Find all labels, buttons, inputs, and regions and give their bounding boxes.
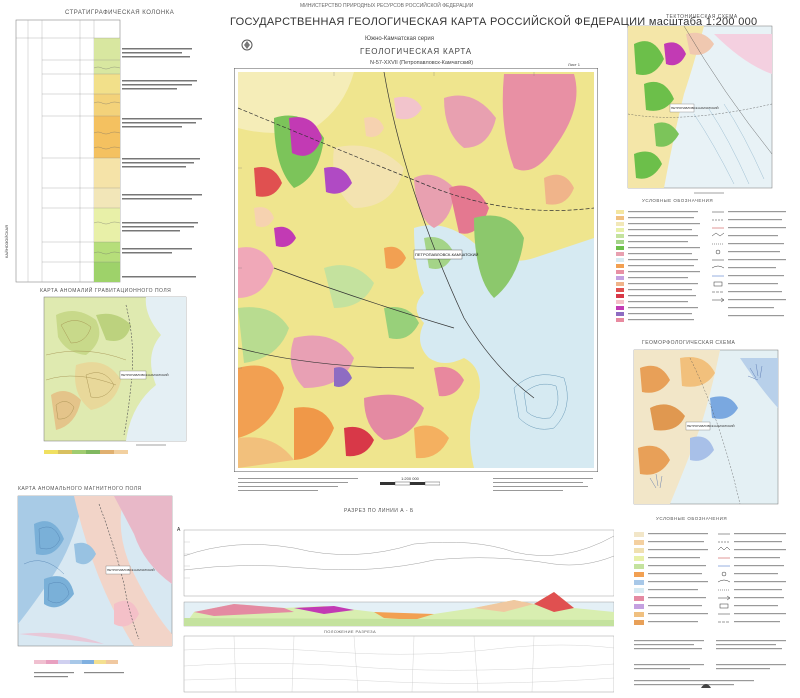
tectonic-scheme-panel: ТЕКТОНИЧЕСКАЯ СХЕМА ПЕТРОПАВЛОВСК-КАМЧАТ…	[624, 14, 774, 199]
era-label: КАЙНОЗОЙСКАЯ	[4, 224, 9, 258]
sheet-code: N-57-XXVII (Петропавловск-Камчатский)	[370, 60, 474, 66]
legend-title: УСЛОВНЫЕ ОБОЗНАЧЕНИЯ	[642, 198, 714, 203]
geomorph-scheme-title: ГЕОМОРФОЛОГИЧЕСКАЯ СХЕМА	[642, 340, 736, 346]
section-mark-a: А	[177, 527, 181, 533]
magnetic-map-title: КАРТА АНОМАЛЬНОГО МАГНИТНОГО ПОЛЯ	[18, 486, 142, 492]
gravity-map-panel: КАРТА АНОМАЛИЙ ГРАВИТАЦИОННОГО ПОЛЯ ПЕТР…	[36, 285, 188, 470]
main-map-scale-bar: 1:200 000	[380, 476, 440, 487]
magnetic-map-city-label: ПЕТРОПАВЛОВСК-КАМЧАТСКИЙ	[107, 568, 155, 572]
section-position-label: ПОЛОЖЕНИЕ РАЗРЕЗА	[324, 629, 377, 634]
gravity-map-city-label: ПЕТРОПАВЛОВСК-КАМЧАТСКИЙ	[121, 373, 169, 377]
legend-panel: УСЛОВНЫЕ ОБОЗНАЧЕНИЯ	[612, 198, 792, 338]
geomorph-city-label: ПЕТРОПАВЛОВСК-КАМЧАТСКИЙ	[687, 424, 735, 428]
magenta-zone	[289, 117, 322, 156]
page-title: ГОСУДАРСТВЕННАЯ ГЕОЛОГИЧЕСКАЯ КАРТА РОСС…	[230, 16, 758, 28]
tectonic-scheme-title: ТЕКТОНИЧЕСКАЯ СХЕМА	[666, 14, 738, 20]
main-map-scale-label: 1:200 000	[401, 476, 419, 481]
sea-area	[414, 225, 594, 468]
section-legend-panel: УСЛОВНЫЕ ОБОЗНАЧЕНИЯ	[626, 514, 794, 694]
map-type-title: ГЕОЛОГИЧЕСКАЯ КАРТА	[360, 47, 472, 56]
emblem-icon	[240, 38, 254, 52]
series-name: Южно-Камчатская серия	[365, 36, 434, 42]
geological-map: ПЕТРОПАВЛОВСК-КАМЧАТСКИЙ	[234, 68, 598, 472]
magnetic-map-panel: КАРТА АНОМАЛЬНОГО МАГНИТНОГО ПОЛЯ ПЕТРОП…	[14, 484, 174, 694]
sheet-number: Лист 1	[568, 62, 581, 67]
strat-column-title: СТРАТИГРАФИЧЕСКАЯ КОЛОНКА	[65, 10, 175, 16]
geomorph-scheme-panel: ГЕОМОРФОЛОГИЧЕСКАЯ СХЕМА ПЕТРОПАВЛОВСК-К…	[630, 338, 780, 510]
cross-section-panel: РАЗРЕЗ ПО ЛИНИИ А - Б ПОЛОЖЕНИЕ РАЗРЕЗА	[174, 508, 614, 694]
tectonic-city-label: ПЕТРОПАВЛОВСК-КАМЧАТСКИЙ	[671, 106, 719, 110]
main-map-footer	[238, 476, 598, 504]
gravity-map-title: КАРТА АНОМАЛИЙ ГРАВИТАЦИОННОГО ПОЛЯ	[40, 288, 172, 294]
section-legend-title: УСЛОВНЫЕ ОБОЗНАЧЕНИЯ	[656, 516, 728, 521]
strat-column: СТРАТИГРАФИЧЕСКАЯ КОЛОНКА	[4, 8, 222, 284]
publisher-logo-icon	[700, 680, 712, 690]
ministry-line: МИНИСТЕРСТВО ПРИРОДНЫХ РЕСУРСОВ РОССИЙСК…	[300, 3, 474, 9]
main-map-city-label: ПЕТРОПАВЛОВСК-КАМЧАТСКИЙ	[415, 252, 479, 257]
cross-section-title: РАЗРЕЗ ПО ЛИНИИ А - Б	[344, 508, 414, 514]
